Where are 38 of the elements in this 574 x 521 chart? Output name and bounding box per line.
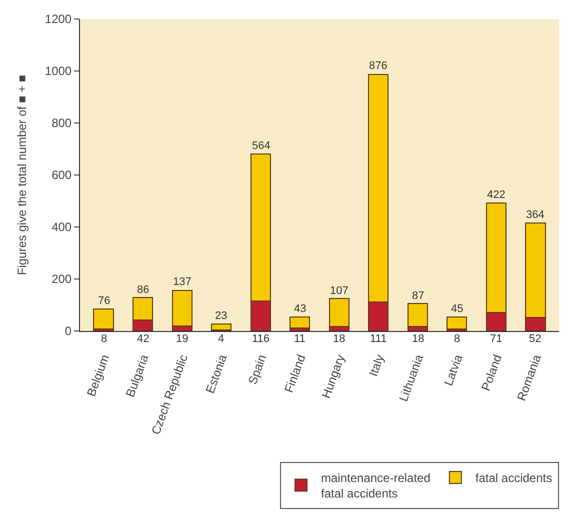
data-label: 42 (137, 333, 150, 345)
x-tick-label: Latvia (441, 352, 466, 388)
data-label: 564 (252, 140, 270, 152)
legend-label: maintenance-related fatal accidents (321, 471, 430, 501)
y-axis-title: Figures give the total number of ■ + ■ (15, 74, 30, 276)
data-label: 86 (137, 284, 150, 296)
data-label: 107 (330, 285, 348, 297)
data-label: 8 (101, 333, 108, 345)
y-tick-label: 0 (64, 324, 72, 338)
x-tick-label: Poland (478, 352, 505, 393)
data-label: 18 (333, 333, 346, 345)
x-tick-label: Spain (245, 352, 270, 386)
data-label: 116 (252, 333, 270, 345)
data-label: 8 (454, 333, 460, 345)
y-tick-label: 200 (52, 272, 72, 286)
data-label: 111 (370, 333, 387, 345)
data-label: 43 (294, 303, 306, 315)
x-tick-label: Italy (366, 352, 387, 378)
data-label: 87 (412, 290, 424, 302)
data-label: 19 (176, 333, 188, 345)
data-label: 422 (487, 189, 506, 201)
data-label: 4 (218, 333, 224, 345)
data-label: 876 (369, 60, 388, 72)
data-label: 52 (529, 333, 542, 345)
data-label: 45 (451, 303, 464, 315)
data-label: 23 (215, 310, 228, 322)
data-label: 11 (294, 333, 306, 345)
y-tick-label: 400 (52, 220, 72, 234)
y-tick-label: 800 (52, 116, 72, 130)
y-tick-label: 600 (52, 168, 72, 182)
data-label: 18 (412, 333, 424, 345)
data-label: 71 (490, 333, 502, 345)
y-tick-label: 1000 (44, 64, 72, 78)
data-label: 364 (526, 209, 544, 221)
y-tick-label: 1200 (44, 12, 72, 26)
data-label: 137 (173, 276, 192, 288)
legend-label: fatal accidents (475, 471, 552, 486)
data-label: 76 (98, 295, 110, 307)
